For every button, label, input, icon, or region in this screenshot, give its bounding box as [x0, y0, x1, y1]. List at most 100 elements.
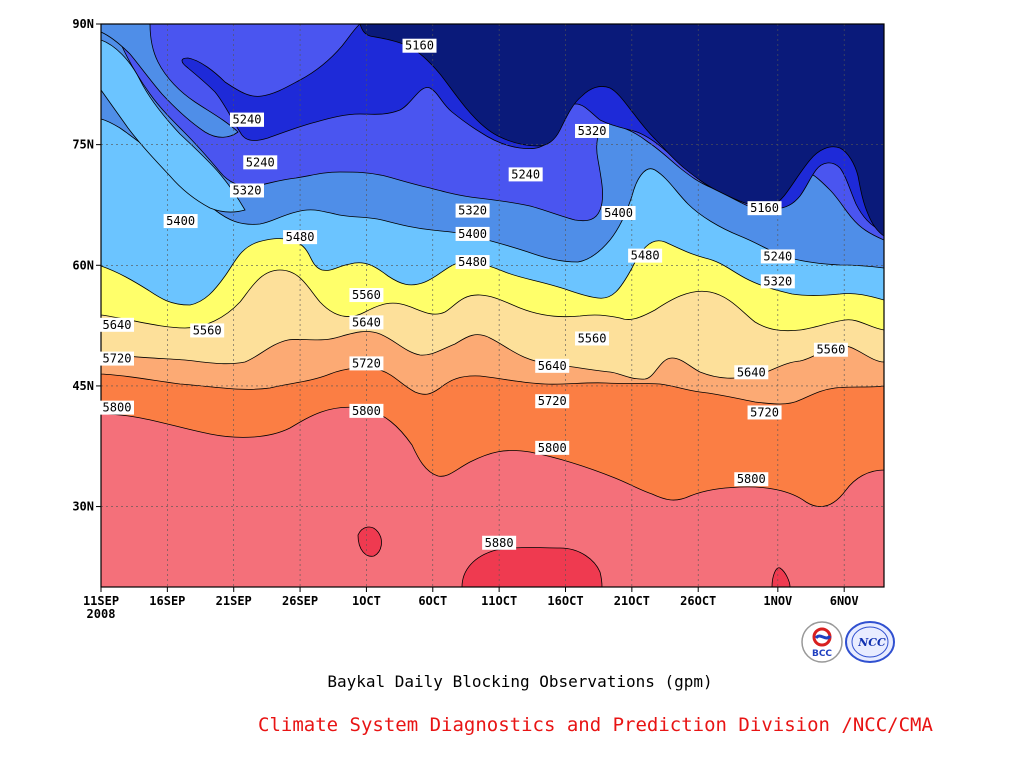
contour-label: 5400	[601, 206, 636, 221]
band-lt5160	[359, 24, 884, 237]
contour-label-text: 5560	[816, 343, 845, 357]
x-tick-label: 11OCT	[481, 594, 517, 608]
x-tick-label: 21SEP	[216, 594, 252, 608]
y-axis: 30N 45N 60N 75N 90N	[72, 17, 101, 514]
x-axis: 11SEP 16SEP 21SEP 26SEP 1OCT 6OCT 11OCT 16OCT 21…	[83, 587, 859, 621]
y-tick-label: 60N	[72, 258, 94, 272]
contour-label-box	[229, 112, 264, 127]
contour-label-text: 5560	[193, 323, 222, 337]
contour-bands	[101, 24, 884, 587]
contour-label: 5560	[190, 323, 225, 338]
contour-label-box	[349, 288, 384, 303]
contour-label: 5800	[349, 403, 384, 418]
contour-label-text: 5320	[578, 124, 607, 138]
contour-label-box	[747, 201, 782, 216]
contour-label: 5720	[535, 394, 570, 409]
contour-label: 5400	[163, 214, 198, 229]
contour-label-text: 5560	[352, 288, 381, 302]
contour-label-box	[455, 203, 490, 218]
contour-label-text: 5480	[631, 249, 660, 263]
contour-label-box	[100, 317, 134, 332]
contour-label-text: 5880	[485, 536, 514, 550]
contour-label: 5640	[100, 317, 134, 332]
contour-label-text: 5560	[578, 331, 607, 345]
credit-line: Climate System Diagnostics and Predictio…	[258, 714, 933, 736]
contour-label-box	[163, 214, 198, 229]
contour-label-text: 5640	[737, 365, 766, 379]
contour-label-text: 5720	[750, 405, 779, 419]
contour-label-text: 5160	[750, 201, 779, 215]
contour-label-text: 5320	[233, 183, 262, 197]
contour-label-text: 5800	[103, 401, 132, 415]
contour-label: 5800	[734, 472, 769, 487]
plot-frame	[100, 23, 885, 588]
contour-labels: 5160 5240 5240 5240 5320 5320 5320 5400 5400 5400…	[100, 38, 848, 550]
contour-label-box	[100, 351, 134, 366]
x-tick-label: 1OCT	[352, 594, 381, 608]
x-tick-label: 26OCT	[680, 594, 716, 608]
contour-label-text: 5640	[538, 359, 567, 373]
contour-label-text: 5400	[604, 206, 633, 220]
y-tick-label: 45N	[72, 379, 94, 393]
contour-label: 5240	[229, 112, 264, 127]
contour-label-text: 5320	[458, 204, 487, 218]
contour-label: 5880	[482, 535, 517, 550]
contour-label: 5240	[508, 167, 543, 182]
contour-label-box	[575, 331, 610, 346]
contour-label-text: 5720	[352, 356, 381, 370]
contour-label: 5800	[100, 400, 134, 415]
x-tick-year: 2008	[87, 607, 116, 621]
contour-label: 5320	[760, 274, 795, 289]
ncc-logo: NCC	[845, 621, 895, 663]
contour-label-text: 5800	[538, 441, 567, 455]
ncc-logo-text: NCC	[857, 636, 886, 649]
contour-label-text: 5720	[538, 394, 567, 408]
logos: BCC NCC	[801, 621, 895, 663]
contour-label: 5160	[747, 201, 782, 216]
band-gt5880-island-1	[357, 526, 382, 557]
y-tick-label: 90N	[72, 17, 94, 31]
contour-label: 5480	[283, 230, 318, 245]
band-gt5880-island-2	[771, 567, 791, 587]
contour-label: 5240	[760, 249, 795, 264]
contour-label-text: 5160	[405, 39, 434, 53]
chart-title: Baykal Daily Blocking Observations (gpm)	[327, 672, 713, 691]
x-tick-label: 6NOV	[830, 594, 859, 608]
contour-label: 5720	[349, 356, 384, 371]
bcc-logo: BCC	[801, 621, 843, 663]
contour-label-box	[508, 167, 543, 182]
bcc-logo-text: BCC	[812, 649, 832, 659]
contour-label-text: 5720	[103, 352, 132, 366]
contour-label-text: 5400	[166, 214, 195, 228]
contour-label-text: 5240	[233, 113, 262, 127]
contour-label-box	[190, 323, 225, 338]
contour-label-box	[100, 400, 134, 415]
contour-label: 5400	[455, 226, 490, 241]
contour-label: 5480	[628, 249, 663, 263]
contour-label: 5160	[402, 38, 437, 53]
contour-label: 5640	[734, 365, 769, 380]
contour-label: 5240	[243, 155, 278, 170]
contour-label-text: 5480	[458, 255, 487, 269]
x-tick-label: 1NOV	[763, 594, 792, 608]
contour-label-text: 5240	[511, 167, 540, 181]
contour-label: 5560	[575, 331, 610, 346]
y-tick-label: 75N	[72, 138, 94, 152]
contour-label-box	[734, 472, 769, 487]
contour-label-box	[243, 155, 278, 170]
contour-label-box	[535, 358, 570, 373]
contour-label-box	[760, 274, 795, 289]
contour-label-box	[482, 535, 517, 550]
contour-label: 5560	[813, 342, 848, 357]
x-tick-label: 26SEP	[282, 594, 318, 608]
contour-label: 5640	[535, 358, 570, 373]
contour-label-box	[349, 356, 384, 371]
x-tick-label: 11SEP	[83, 594, 119, 608]
contour-label-box	[535, 394, 570, 409]
contour-label: 5480	[455, 255, 490, 270]
contour-label: 5720	[100, 351, 134, 366]
contour-label-text: 5640	[352, 315, 381, 329]
contour-label: 5640	[349, 315, 384, 330]
x-tick-label: 16OCT	[547, 594, 583, 608]
